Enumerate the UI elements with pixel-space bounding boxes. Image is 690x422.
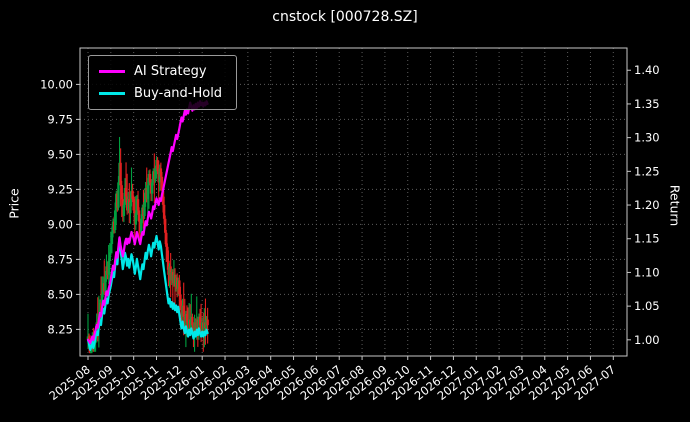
ai-strategy-line [86,100,209,345]
svg-text:1.25: 1.25 [634,164,660,178]
svg-text:8.50: 8.50 [47,287,73,301]
legend-label: Buy-and-Hold [134,86,223,101]
plot-border [79,47,628,357]
svg-text:1.20: 1.20 [634,198,660,212]
svg-text:9.75: 9.75 [47,112,73,126]
buy-and-hold-line-swatch [99,92,125,95]
svg-text:1.30: 1.30 [634,131,660,145]
legend-item-buy-and-hold: Buy-and-Hold [99,86,222,101]
legend-item-ai-strategy: AI Strategy [99,64,222,79]
right-axis-label: Return [667,184,683,227]
chart-title: cnstock [000728.SZ] [272,9,418,25]
svg-text:9.25: 9.25 [47,182,73,196]
svg-text:10.00: 10.00 [40,77,73,91]
svg-text:1.00: 1.00 [634,333,660,347]
ai-strategy-line-swatch [99,70,125,73]
legend: AI Strategy Buy-and-Hold [88,55,238,110]
svg-text:1.40: 1.40 [634,63,660,77]
svg-text:9.00: 9.00 [47,217,73,231]
svg-text:1.35: 1.35 [634,97,660,111]
buy-and-hold-line [86,234,209,351]
svg-text:1.05: 1.05 [634,299,660,313]
svg-text:9.50: 9.50 [47,147,73,161]
left-axis-label: Price [6,188,22,219]
svg-text:1.10: 1.10 [634,265,660,279]
svg-text:1.15: 1.15 [634,232,660,246]
legend-label: AI Strategy [134,64,207,79]
svg-text:8.75: 8.75 [47,252,73,266]
svg-text:8.25: 8.25 [47,322,73,336]
